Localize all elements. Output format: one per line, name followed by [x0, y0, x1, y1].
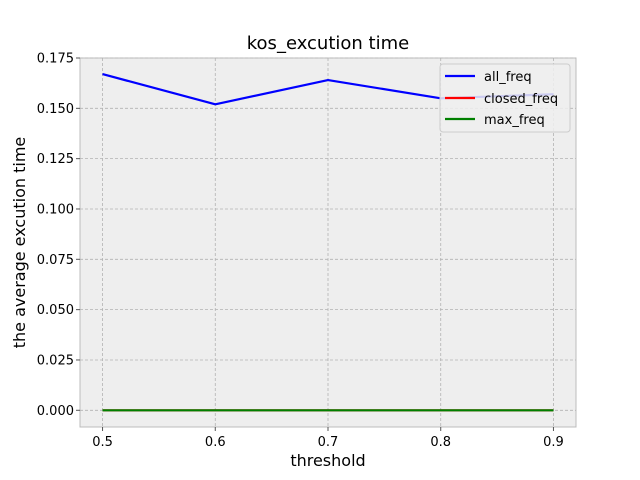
y-tick-label: 0.125 [37, 152, 74, 167]
y-tick-label: 0.000 [37, 404, 74, 419]
y-tick-label: 0.075 [37, 253, 74, 268]
legend-box [439, 63, 571, 133]
chart-title: kos_excution time [247, 33, 409, 54]
legend: all_freq closed_freq max_freq [439, 63, 571, 133]
legend-label-closed-freq: closed_freq [484, 92, 558, 107]
y-tick-label: 0.100 [37, 202, 74, 217]
y-axis-title: the average excution time [10, 137, 29, 349]
legend-label-max-freq: max_freq [484, 113, 545, 128]
legend-label-all-freq: all_freq [484, 70, 532, 85]
axis-ticks: 0.5 0.6 0.7 0.8 0.9 0.000 0.025 0.050 0.075 0.100… [37, 52, 564, 451]
x-tick-label: 0.7 [318, 435, 339, 450]
x-tick-label: 0.8 [430, 435, 451, 450]
x-tick-label: 0.9 [543, 435, 564, 450]
x-tick-label: 0.5 [92, 435, 113, 450]
x-axis-title: threshold [290, 451, 365, 470]
y-tick-label: 0.150 [37, 102, 74, 117]
y-tick-label: 0.175 [37, 52, 74, 67]
y-tick-label: 0.050 [37, 303, 74, 318]
x-tick-label: 0.6 [205, 435, 226, 450]
y-tick-label: 0.025 [37, 353, 74, 368]
